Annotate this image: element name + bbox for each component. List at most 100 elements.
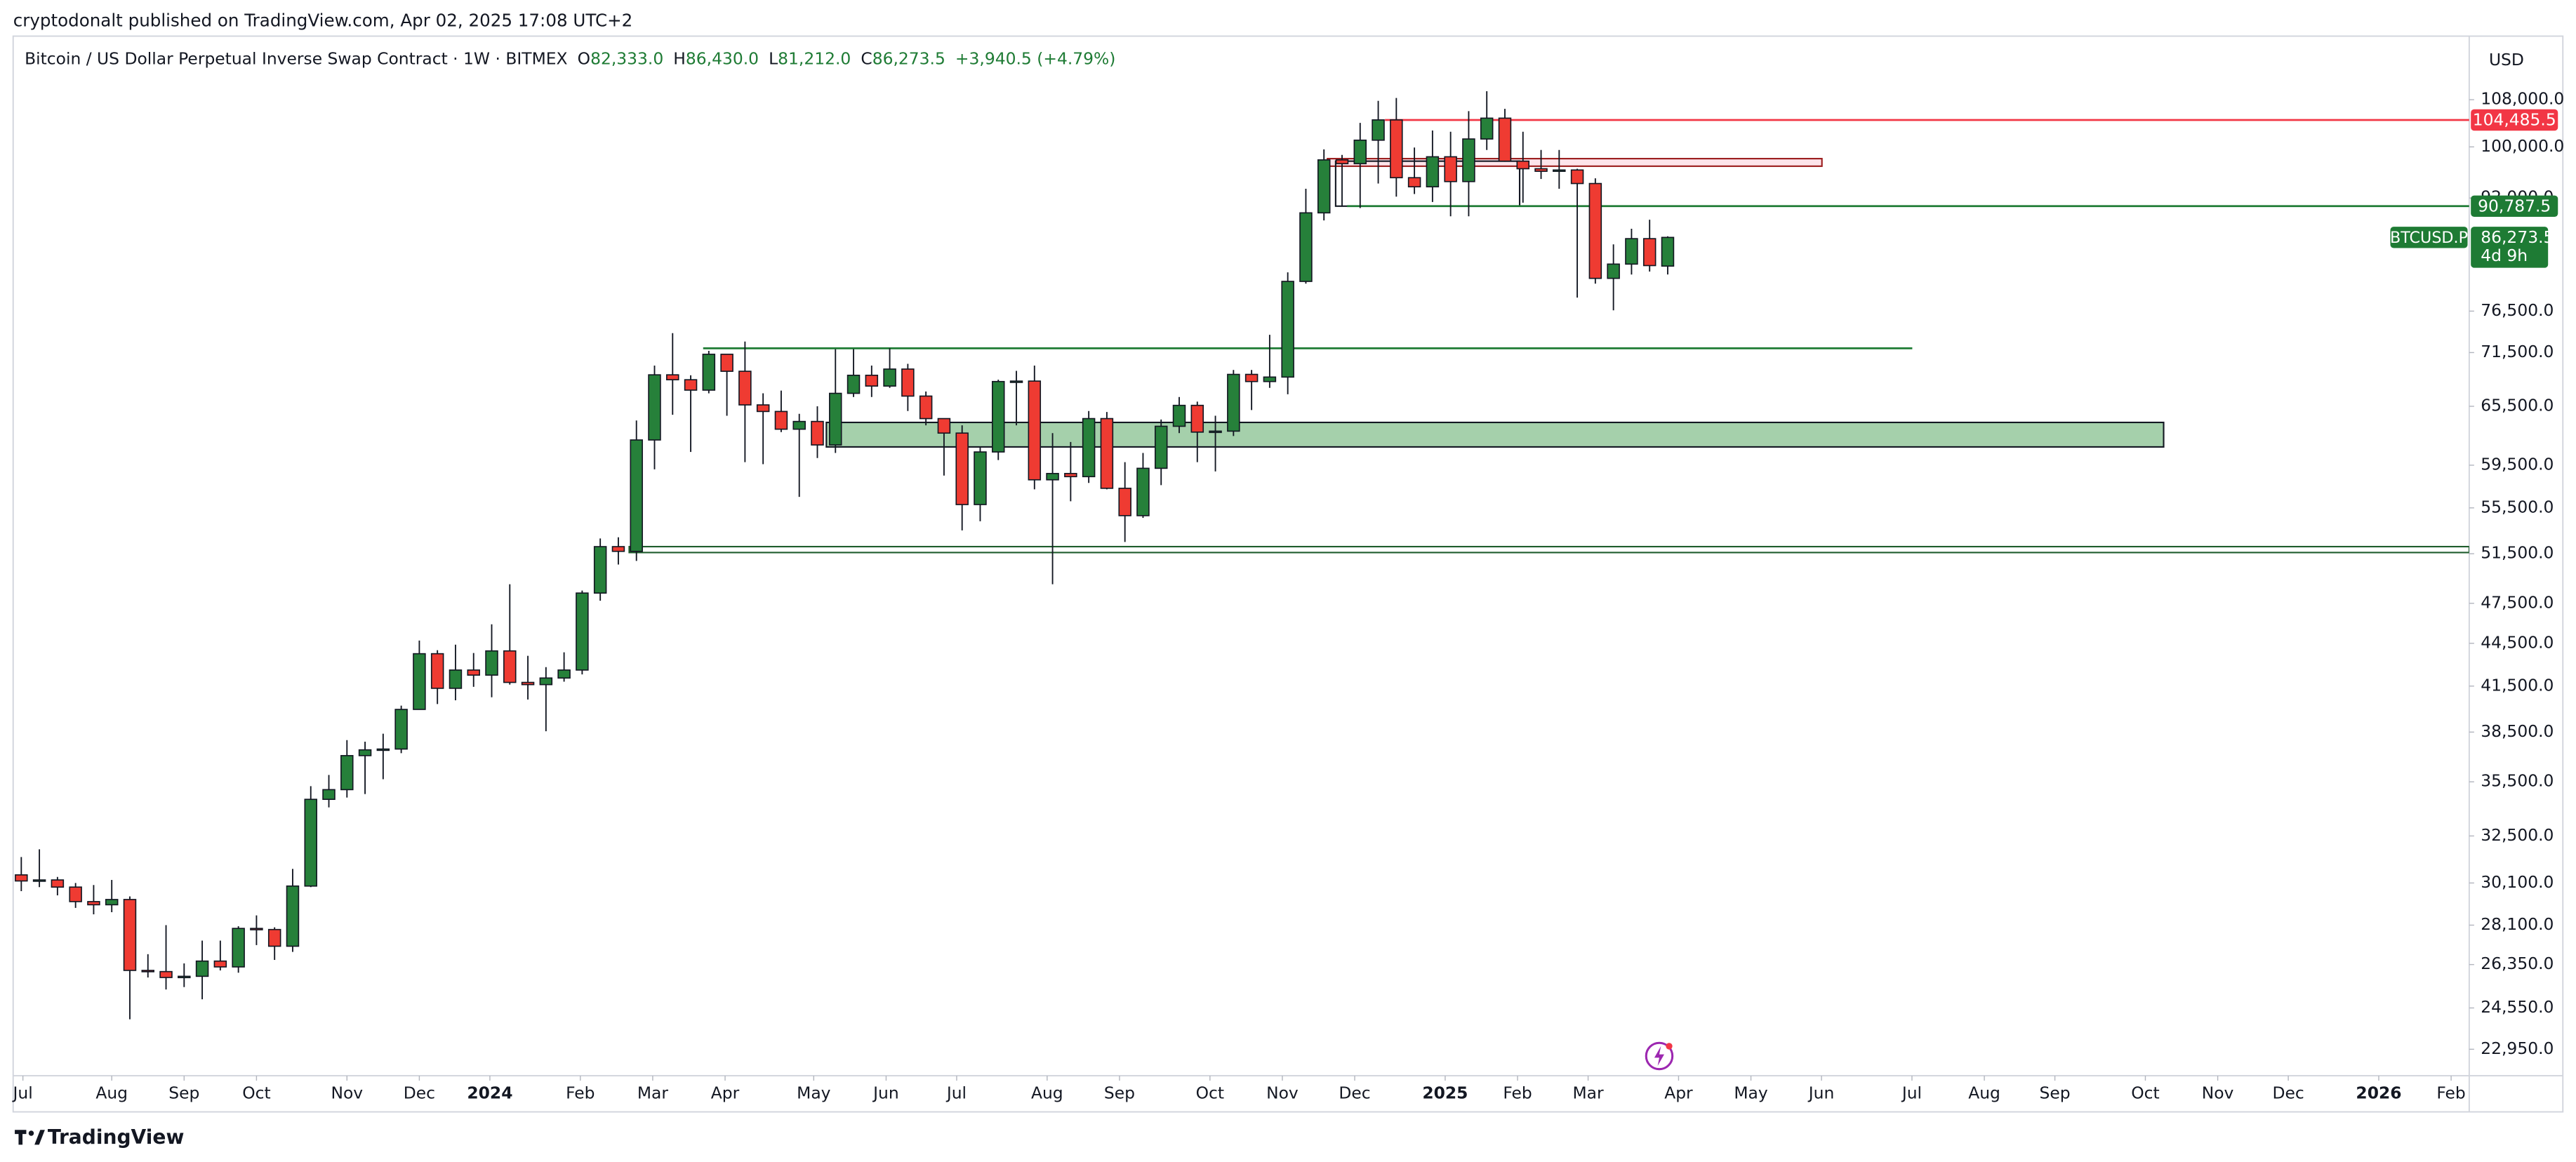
candle-body (1227, 373, 1240, 432)
candle-body (1244, 373, 1259, 382)
candle-body (376, 748, 390, 752)
currency-label: USD (2489, 50, 2524, 69)
y-tick-label: 26,350.0 (2481, 954, 2554, 973)
candle-body (684, 379, 698, 391)
candle-body (1317, 159, 1331, 214)
candle-body (1498, 117, 1512, 162)
candle-body (1661, 236, 1675, 267)
symbol-badge (2390, 227, 2468, 248)
candle-body (358, 749, 372, 756)
x-tick-label: Aug (95, 1083, 128, 1102)
candle-body (1299, 212, 1313, 282)
legend-key: O (578, 48, 590, 68)
candle-body (1553, 169, 1566, 172)
y-tick-label: 24,550.0 (2481, 997, 2554, 1017)
y-tick-label: 71,500.0 (2481, 342, 2554, 361)
legend-change: +3,940.5 (+4.79%) (955, 48, 1115, 68)
candle-body (1190, 404, 1204, 433)
x-tick-label: Sep (2040, 1083, 2071, 1102)
candle-body (1407, 177, 1421, 188)
x-tick-label: Mar (1572, 1083, 1604, 1102)
candle-body (1570, 169, 1584, 185)
candle-body (123, 899, 137, 971)
candle-body (756, 404, 770, 413)
candle-body (539, 677, 553, 686)
legend-value: 81,212.0 (778, 48, 851, 68)
legend-value: 86,430.0 (686, 48, 759, 68)
legend: Bitcoin / US Dollar Perpetual Inverse Sw… (25, 48, 1115, 68)
y-tick-label: 108,000.0 (2481, 89, 2564, 109)
last-price-label: 86,273.5 (2481, 227, 2554, 247)
candle-body (159, 970, 173, 978)
candle-body (666, 374, 679, 380)
x-tick-label: Jul (945, 1083, 967, 1102)
brand-name: TradingView (48, 1126, 185, 1149)
alert-bolt[interactable] (1654, 1046, 1664, 1067)
candle-body (250, 928, 263, 930)
symbol-badge-label: BTCUSD.P (2390, 229, 2468, 247)
x-tick-label: May (1734, 1083, 1768, 1102)
candle-body (1209, 430, 1222, 434)
candle-body (1082, 418, 1096, 478)
candle-body (738, 370, 752, 406)
candle-body (1064, 472, 1077, 478)
x-tick-label: Apr (711, 1083, 740, 1102)
candle-body (485, 650, 498, 676)
x-tick-label: Nov (2202, 1083, 2234, 1102)
candle-body (630, 439, 643, 552)
y-tick-label: 35,500.0 (2481, 771, 2554, 791)
y-tick-label: 55,500.0 (2481, 497, 2554, 516)
x-tick-label: Apr (1664, 1083, 1693, 1102)
price-badge-label: 104,485.5 (2473, 110, 2556, 130)
x-tick-label: Oct (2131, 1083, 2159, 1102)
legend-key: H (673, 48, 686, 68)
candle-body (937, 418, 951, 434)
candle-body (593, 546, 607, 594)
logo-mark (34, 1130, 45, 1145)
candle-body (449, 669, 463, 689)
candle-body (702, 354, 716, 391)
price-zone (628, 545, 2469, 554)
candle-body (503, 650, 517, 683)
alert-icon[interactable] (1645, 1041, 1674, 1071)
candle-body (1372, 119, 1385, 141)
y-tick-label: 30,100.0 (2481, 872, 2554, 892)
alert-dot[interactable] (1666, 1043, 1673, 1050)
x-tick-label: 2026 (2356, 1083, 2401, 1102)
candle-body (267, 928, 281, 947)
x-tick-label: 2025 (1422, 1083, 1468, 1102)
candle-body (141, 970, 155, 973)
candle-body (1009, 380, 1023, 383)
chart-frame (12, 35, 2564, 1113)
candle-body (1444, 156, 1457, 182)
candle-body (955, 432, 969, 505)
logo-mark (15, 1130, 27, 1145)
candle-body (1462, 138, 1475, 182)
candle-body (1335, 159, 1349, 165)
candle-body (32, 879, 46, 882)
published-note: cryptodonalt published on TradingView.co… (13, 10, 633, 30)
candle-body (467, 669, 480, 676)
y-tick-label: 38,500.0 (2481, 721, 2554, 741)
price-zone (825, 421, 2165, 448)
price-badge (2471, 195, 2558, 217)
candle-body (611, 546, 625, 552)
candle-body (1516, 160, 1530, 170)
legend-key: C (861, 48, 872, 68)
candle-body (286, 885, 300, 947)
candle-body (1480, 117, 1494, 140)
x-tick-label: Feb (566, 1083, 595, 1102)
candle-body (1136, 467, 1150, 516)
candle-body (811, 420, 824, 446)
candle-body (1588, 182, 1602, 279)
candle-body (1353, 139, 1367, 165)
candle-body (1534, 168, 1548, 172)
candle-body (15, 874, 28, 882)
x-tick-label: Dec (1339, 1083, 1370, 1102)
x-tick-label: Jun (1807, 1083, 1835, 1102)
x-tick-label: May (797, 1083, 831, 1102)
plot-area (15, 91, 2469, 1020)
candle-body (974, 451, 987, 505)
candle-body (1154, 425, 1168, 469)
